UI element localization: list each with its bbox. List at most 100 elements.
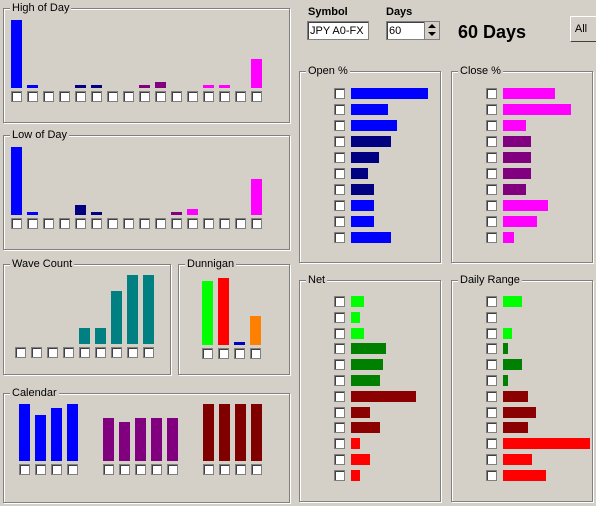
open_pct-checkbox[interactable]: [334, 152, 345, 163]
daily_range-checkbox[interactable]: [486, 327, 497, 339]
daily_range-checkbox[interactable]: [486, 311, 497, 323]
open_pct-checkbox[interactable]: [334, 120, 345, 131]
net-checkbox[interactable]: [334, 422, 345, 434]
calendar-moon-checkbox[interactable]: [51, 464, 62, 475]
high_of_day-checkbox[interactable]: [235, 91, 246, 102]
dunnigan-checkbox[interactable]: [202, 348, 213, 359]
net-checkbox[interactable]: [334, 343, 345, 355]
low_of_day-checkbox[interactable]: [235, 218, 246, 229]
wave-count-checkbox[interactable]: [127, 347, 138, 358]
high_of_day-checkbox[interactable]: [59, 91, 70, 102]
close_pct-checkbox[interactable]: [486, 120, 497, 131]
low_of_day-checkbox[interactable]: [27, 218, 38, 229]
calendar-week-checkbox[interactable]: [151, 464, 162, 475]
low_of_day-checkbox[interactable]: [251, 218, 262, 229]
close_pct-checkbox[interactable]: [486, 216, 497, 227]
low_of_day-checkbox[interactable]: [11, 218, 22, 229]
open_pct-checkbox[interactable]: [334, 216, 345, 227]
close_pct-checkbox[interactable]: [486, 136, 497, 147]
high_of_day-checkbox[interactable]: [27, 91, 38, 102]
low_of_day-checkbox[interactable]: [123, 218, 134, 229]
high_of_day-checkbox[interactable]: [123, 91, 134, 102]
net-checkbox[interactable]: [334, 469, 345, 481]
high_of_day-checkbox[interactable]: [219, 91, 230, 102]
calendar-day-checkbox[interactable]: [251, 464, 262, 475]
high_of_day-checkbox[interactable]: [139, 91, 150, 102]
calendar-week-checkbox[interactable]: [119, 464, 130, 475]
net-checkbox[interactable]: [334, 359, 345, 371]
symbol-input[interactable]: [307, 21, 369, 40]
calendar-day-checkbox[interactable]: [235, 464, 246, 475]
high_of_day-checkbox[interactable]: [155, 91, 166, 102]
daily_range-checkbox[interactable]: [486, 469, 497, 481]
open_pct-checkbox[interactable]: [334, 184, 345, 195]
low_of_day-checkbox[interactable]: [139, 218, 150, 229]
net-checkbox[interactable]: [334, 327, 345, 339]
wave-count-checkbox[interactable]: [47, 347, 58, 358]
daily_range-checkbox[interactable]: [486, 359, 497, 371]
open_pct-checkbox[interactable]: [334, 200, 345, 211]
dunnigan-checkbox[interactable]: [234, 348, 245, 359]
close_pct-checkbox[interactable]: [486, 168, 497, 179]
daily_range-checkbox[interactable]: [486, 375, 497, 386]
high_of_day-checkbox[interactable]: [11, 91, 22, 102]
days-spinner[interactable]: [424, 21, 440, 40]
wave-count-checkbox[interactable]: [143, 347, 154, 358]
calendar-week-checkbox[interactable]: [135, 464, 146, 475]
open_pct-checkbox[interactable]: [334, 136, 345, 147]
close_pct-checkbox[interactable]: [486, 184, 497, 195]
calendar-moon-checkbox[interactable]: [19, 464, 30, 475]
low_of_day-checkbox[interactable]: [187, 218, 198, 229]
net-checkbox[interactable]: [334, 406, 345, 418]
open_pct-checkbox[interactable]: [334, 232, 345, 243]
daily_range-checkbox[interactable]: [486, 422, 497, 434]
close_pct-checkbox[interactable]: [486, 88, 497, 99]
close_pct-checkbox[interactable]: [486, 152, 497, 163]
net-checkbox[interactable]: [334, 454, 345, 465]
daily_range-checkbox[interactable]: [486, 406, 497, 418]
spin-up-icon[interactable]: [428, 24, 436, 28]
high_of_day-checkbox[interactable]: [75, 91, 86, 102]
daily_range-checkbox[interactable]: [486, 390, 497, 402]
daily_range-checkbox[interactable]: [486, 296, 497, 307]
calendar-day-checkbox[interactable]: [203, 464, 214, 475]
wave-count-checkbox[interactable]: [79, 347, 90, 358]
open_pct-checkbox[interactable]: [334, 88, 345, 99]
low_of_day-checkbox[interactable]: [43, 218, 54, 229]
high_of_day-checkbox[interactable]: [203, 91, 214, 102]
high_of_day-checkbox[interactable]: [107, 91, 118, 102]
calendar-week-checkbox[interactable]: [103, 464, 114, 475]
calendar-day-checkbox[interactable]: [219, 464, 230, 475]
wave-count-checkbox[interactable]: [63, 347, 74, 358]
calendar-moon-checkbox[interactable]: [67, 464, 78, 475]
high_of_day-checkbox[interactable]: [171, 91, 182, 102]
wave-count-checkbox[interactable]: [95, 347, 106, 358]
high_of_day-checkbox[interactable]: [91, 91, 102, 102]
net-checkbox[interactable]: [334, 390, 345, 402]
low_of_day-checkbox[interactable]: [203, 218, 214, 229]
daily_range-checkbox[interactable]: [486, 343, 497, 355]
daily_range-checkbox[interactable]: [486, 454, 497, 465]
low_of_day-checkbox[interactable]: [171, 218, 182, 229]
low_of_day-checkbox[interactable]: [107, 218, 118, 229]
open_pct-checkbox[interactable]: [334, 104, 345, 115]
dunnigan-checkbox[interactable]: [218, 348, 229, 359]
calendar-week-checkbox[interactable]: [167, 464, 178, 475]
low_of_day-checkbox[interactable]: [91, 218, 102, 229]
days-input[interactable]: [386, 21, 428, 40]
wave-count-checkbox[interactable]: [111, 347, 122, 358]
high_of_day-checkbox[interactable]: [251, 91, 262, 102]
close_pct-checkbox[interactable]: [486, 232, 497, 243]
calendar-moon-checkbox[interactable]: [35, 464, 46, 475]
net-checkbox[interactable]: [334, 296, 345, 307]
high_of_day-checkbox[interactable]: [187, 91, 198, 102]
low_of_day-checkbox[interactable]: [59, 218, 70, 229]
wave-count-checkbox[interactable]: [31, 347, 42, 358]
net-checkbox[interactable]: [334, 311, 345, 323]
low_of_day-checkbox[interactable]: [75, 218, 86, 229]
high_of_day-checkbox[interactable]: [43, 91, 54, 102]
close_pct-checkbox[interactable]: [486, 200, 497, 211]
close_pct-checkbox[interactable]: [486, 104, 497, 115]
dunnigan-checkbox[interactable]: [250, 348, 261, 359]
net-checkbox[interactable]: [334, 375, 345, 386]
